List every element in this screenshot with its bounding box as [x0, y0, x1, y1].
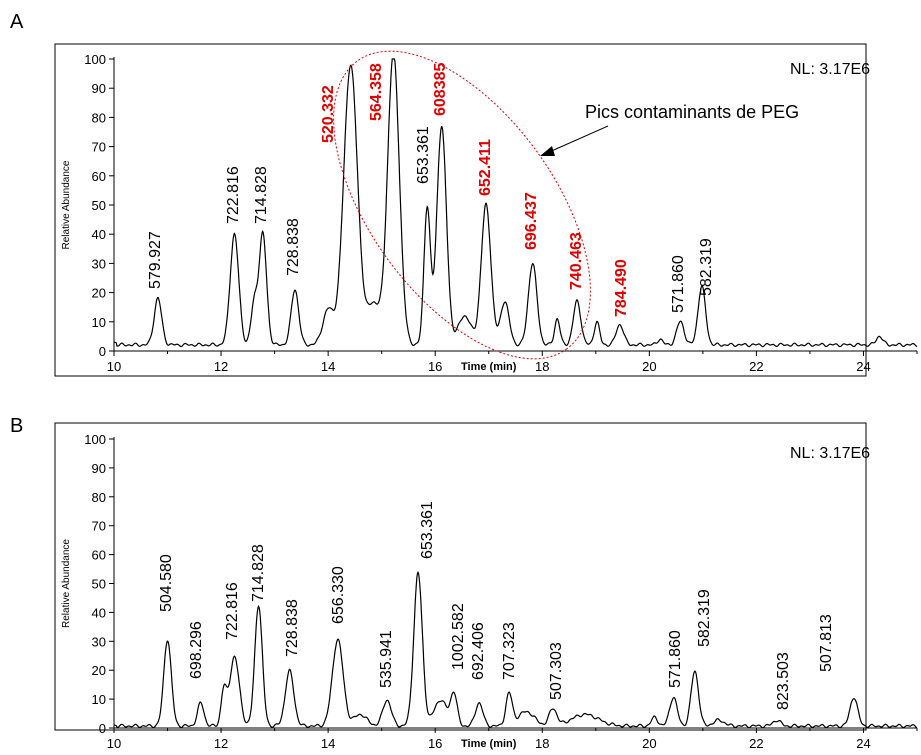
y-axis-label: Relative Abundance — [61, 160, 72, 249]
y-tick-label: 0 — [99, 721, 106, 736]
y-tick-label: 50 — [92, 198, 106, 213]
peak-label: 707.323 — [501, 622, 518, 680]
x-tick-label: 16 — [428, 736, 442, 751]
x-tick-label: 22 — [749, 736, 763, 751]
y-tick-label: 0 — [99, 344, 106, 359]
peak-label: 696.437 — [523, 192, 540, 250]
panel-label: B — [10, 415, 23, 437]
chromatogram-trace — [113, 570, 918, 729]
y-tick-label: 100 — [84, 432, 106, 447]
x-tick-label: 12 — [214, 736, 228, 751]
peak-label: 582.319 — [698, 238, 715, 296]
y-tick-label: 40 — [92, 605, 106, 620]
x-tick-label: 14 — [321, 736, 335, 751]
peak-label: 507.813 — [818, 614, 835, 672]
peak-label: 823.503 — [775, 652, 792, 710]
y-tick-label: 50 — [92, 577, 106, 592]
x-axis-label: Time (min) — [461, 738, 517, 750]
x-tick-label: 10 — [107, 359, 121, 374]
x-tick-label: 20 — [642, 736, 656, 751]
y-tick-label: 10 — [92, 692, 106, 707]
peak-label: 504.580 — [158, 554, 175, 612]
y-tick-label: 60 — [92, 548, 106, 563]
arrow-head-icon — [540, 146, 555, 156]
x-axis-label: Time (min) — [461, 361, 517, 373]
peak-label: 740.463 — [568, 232, 585, 290]
y-tick-label: 20 — [92, 286, 106, 301]
peak-label: 784.490 — [613, 259, 630, 317]
y-tick-label: 80 — [92, 110, 106, 125]
y-tick-label: 30 — [92, 256, 106, 271]
x-tick-label: 14 — [321, 359, 335, 374]
x-tick-label: 24 — [856, 359, 870, 374]
nl-label: NL: 3.17E6 — [790, 61, 870, 78]
y-axis-label: Relative Abundance — [61, 539, 72, 628]
x-tick-label: 12 — [214, 359, 228, 374]
peak-label: 722.816 — [224, 582, 241, 640]
x-tick-label: 18 — [535, 359, 549, 374]
peak-label: 656.330 — [330, 566, 347, 624]
peak-label: 564.358 — [368, 63, 385, 121]
x-tick-label: 20 — [642, 359, 656, 374]
peak-label: 571.860 — [670, 255, 687, 313]
panel-label: A — [10, 11, 24, 33]
peak-label: 507.303 — [548, 642, 565, 700]
y-tick-label: 20 — [92, 663, 106, 678]
peak-label: 714.828 — [253, 166, 270, 224]
y-tick-label: 80 — [92, 490, 106, 505]
y-tick-label: 70 — [92, 140, 106, 155]
x-tick-label: 10 — [107, 736, 121, 751]
contaminant-ellipse — [333, 50, 591, 360]
peak-label: 535.941 — [378, 630, 395, 688]
peak-label: 608385 — [432, 63, 449, 116]
y-tick-label: 90 — [92, 461, 106, 476]
peak-label: 652.411 — [477, 139, 494, 196]
peak-label: 582.319 — [696, 589, 713, 647]
x-tick-label: 24 — [856, 736, 870, 751]
y-tick-label: 60 — [92, 169, 106, 184]
plot-frame — [54, 43, 867, 377]
plot-frame — [54, 422, 867, 731]
x-tick-label: 16 — [428, 359, 442, 374]
peak-label: 571.860 — [667, 630, 684, 688]
peak-label: 520.332 — [320, 85, 337, 143]
peak-label: 653.361 — [419, 501, 436, 559]
peak-label: 728.838 — [284, 599, 301, 657]
peak-label: 692.406 — [470, 622, 487, 680]
y-tick-label: 100 — [84, 52, 106, 67]
chromatogram-trace — [114, 58, 918, 348]
x-tick-label: 22 — [749, 359, 763, 374]
peak-label: 1002.582 — [450, 603, 467, 670]
annotation-text: Pics contaminants de PEG — [585, 102, 799, 122]
y-tick-label: 10 — [92, 315, 106, 330]
x-tick-label: 18 — [535, 736, 549, 751]
nl-label: NL: 3.17E6 — [790, 445, 870, 462]
annotation-arrow — [546, 125, 609, 154]
peak-label: 728.838 — [285, 218, 302, 276]
peak-label: 722.816 — [225, 166, 242, 224]
y-tick-label: 30 — [92, 634, 106, 649]
y-tick-label: 70 — [92, 519, 106, 534]
peak-label: 579.927 — [147, 231, 164, 289]
y-tick-label: 90 — [92, 81, 106, 96]
peak-label: 698.296 — [188, 621, 205, 679]
peak-label: 653.361 — [415, 126, 432, 184]
y-tick-label: 40 — [92, 227, 106, 242]
peak-label: 714.828 — [250, 544, 267, 602]
